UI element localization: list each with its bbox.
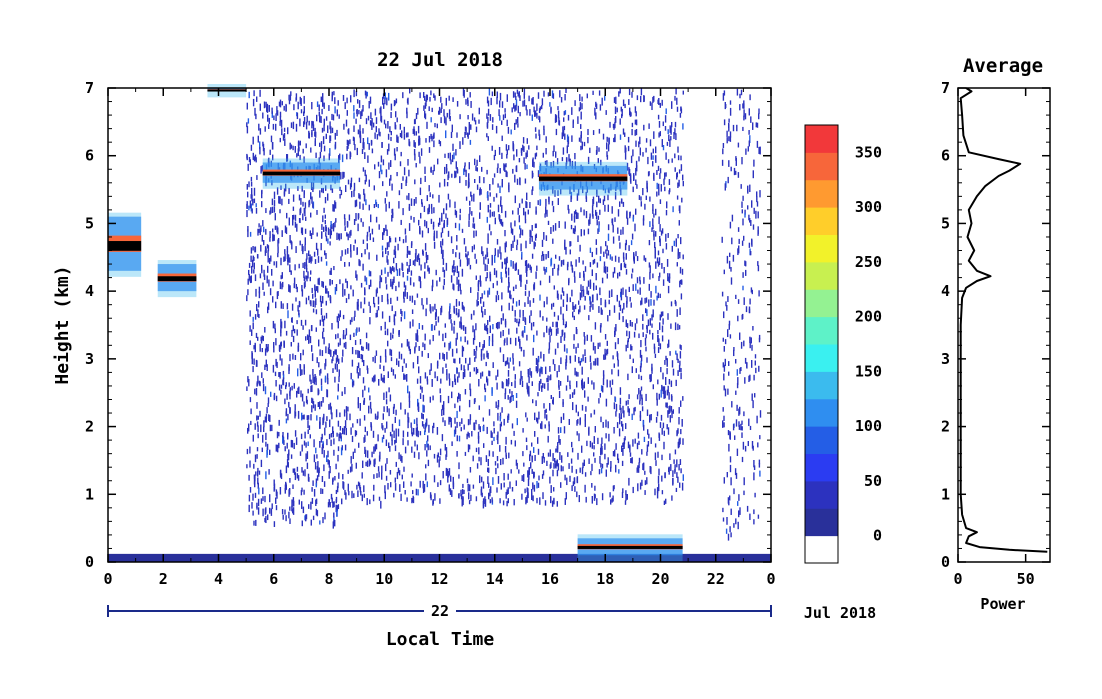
x-tick-label: 6 <box>269 570 278 588</box>
x-tick-label: 4 <box>214 570 223 588</box>
average-x-label: Power <box>980 595 1025 613</box>
colorbar-swatch <box>805 480 838 509</box>
feature-cloud_layer-2 <box>207 84 247 98</box>
y-axis-label: Height (km) <box>52 265 73 384</box>
colorbar-swatch <box>805 344 838 372</box>
average-y-tick-label: 0 <box>941 553 950 571</box>
feature-boundary_layer-5 <box>577 534 683 562</box>
colorbar-tick-label: 150 <box>855 362 882 380</box>
colorbar-swatch <box>805 453 838 482</box>
colorbar-swatch <box>805 234 838 263</box>
y-tick-label: 6 <box>85 147 94 165</box>
colorbar-swatch <box>805 371 838 400</box>
average-x-tick-label: 0 <box>953 570 962 588</box>
colorbar-swatch <box>805 398 838 427</box>
x-tick-label: 2 <box>159 570 168 588</box>
x-axis-label: Local Time <box>386 629 495 650</box>
average-y-tick-label: 3 <box>941 350 950 368</box>
colorbar-swatch <box>805 152 838 181</box>
x-tick-label: 18 <box>596 570 614 588</box>
colorbar-swatch <box>805 535 838 564</box>
colorbar-tick-label: 200 <box>855 308 882 326</box>
x-tick-label: 12 <box>430 570 448 588</box>
average-y-tick-label: 1 <box>941 485 950 503</box>
average-y-tick-label: 2 <box>941 418 950 436</box>
colorbar-tick-label: 250 <box>855 253 882 271</box>
x-tick-label: 16 <box>541 570 559 588</box>
main-title: 22 Jul 2018 <box>377 49 503 71</box>
colorbar-swatch <box>805 179 838 208</box>
y-tick-label: 2 <box>85 418 94 436</box>
average-y-tick-label: 4 <box>941 282 950 300</box>
x-tick-label: 0 <box>103 570 112 588</box>
colorbar-swatch <box>805 316 838 345</box>
colorbar-swatch <box>805 289 838 318</box>
feature-cloud_layer-4 <box>538 161 628 196</box>
date-axis <box>107 602 772 620</box>
average-plot-frame <box>957 87 1051 563</box>
y-tick-label: 1 <box>85 485 94 503</box>
y-tick-label: 3 <box>85 350 94 368</box>
average-title: Average <box>963 55 1043 77</box>
x-tick-label: 8 <box>324 570 333 588</box>
colorbar-tick-label: 0 <box>873 527 882 545</box>
x-tick-label: 20 <box>651 570 669 588</box>
y-tick-label: 4 <box>85 282 94 300</box>
y-tick-label: 5 <box>85 214 94 232</box>
y-tick-label: 7 <box>85 79 94 97</box>
average-x-tick-label: 50 <box>1017 570 1035 588</box>
average-profile-panel: 0 1 2 3 4 5 6 7 0 50 <box>941 79 1051 588</box>
date-axis-day-label: 22 <box>431 602 449 620</box>
x-tick-label: 10 <box>375 570 393 588</box>
x-tick-label: 14 <box>486 570 504 588</box>
x-tick-label: 0 <box>766 570 775 588</box>
feature-cloud_layer-0 <box>108 212 142 277</box>
colorbar-tick-label: 350 <box>855 143 882 161</box>
y-tick-label: 0 <box>85 553 94 571</box>
colorbar-swatch <box>805 508 838 537</box>
colorbar-swatch <box>805 207 838 235</box>
date-axis-month-label: Jul 2018 <box>804 604 876 622</box>
colorbar-swatch <box>805 426 838 454</box>
feature-cloud_layer-3 <box>262 158 341 189</box>
colorbar-tick-label: 100 <box>855 417 882 435</box>
average-y-tick-label: 7 <box>941 79 950 97</box>
average-y-tick-label: 5 <box>941 214 950 232</box>
heatmap-noise-layer <box>246 88 762 541</box>
feature-cloud_layer-1 <box>157 260 197 298</box>
x-tick-label: 22 <box>707 570 725 588</box>
colorbar-swatch <box>805 261 838 290</box>
colorbar-swatch <box>805 125 838 153</box>
average-y-tick-label: 6 <box>941 147 950 165</box>
average-profile-line <box>959 87 1048 553</box>
colorbar-tick-label: 50 <box>864 472 882 490</box>
colorbar: 0 50 100 150 200 250 300 350 <box>804 124 882 564</box>
heatmap-feature-layer <box>108 84 771 562</box>
colorbar-tick-label: 300 <box>855 198 882 216</box>
